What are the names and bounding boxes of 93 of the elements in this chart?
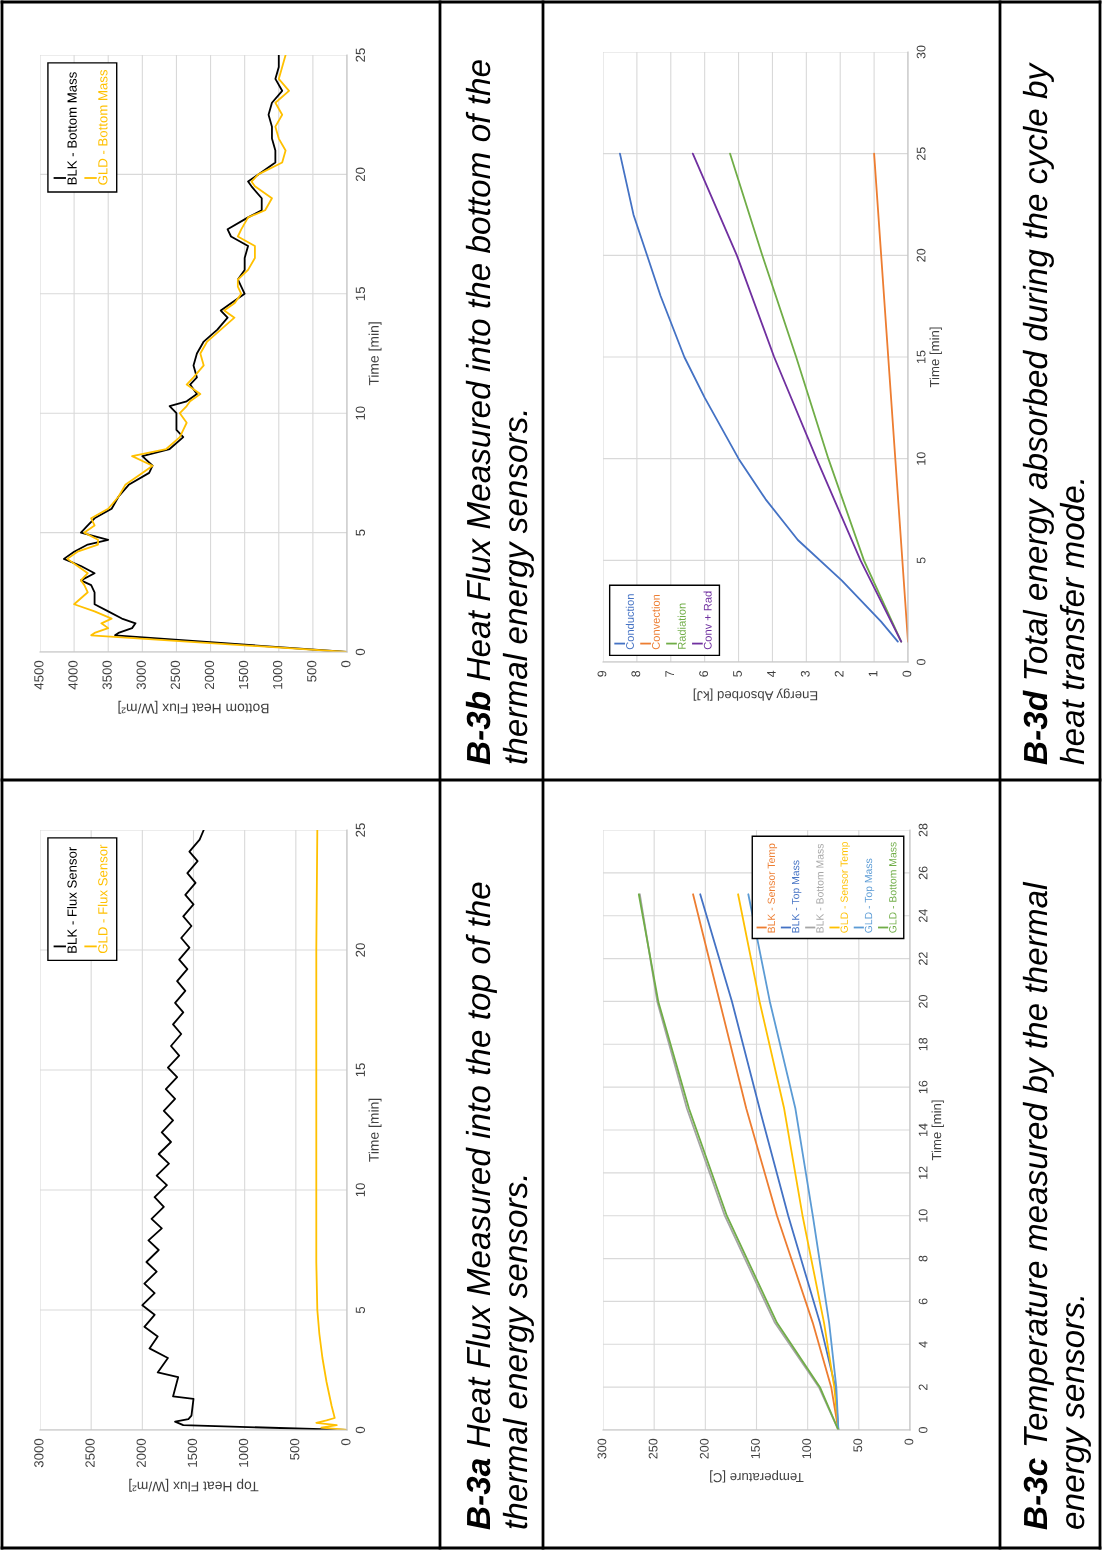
x-tick-label: 1500 xyxy=(238,660,249,689)
x-tick-label: 2500 xyxy=(85,1438,95,1468)
y-tick-label: 8 xyxy=(918,1255,928,1262)
x-tick-label: 250 xyxy=(648,1438,658,1459)
x-tick-label: 3000 xyxy=(34,1438,44,1468)
x-tick-label: 3 xyxy=(800,670,810,677)
text: Conduction xyxy=(625,594,634,650)
y-axis-title: Time [min] xyxy=(931,1100,944,1161)
x-tick-label: 0 xyxy=(341,660,351,668)
y-tick-label: 5 xyxy=(916,557,926,564)
y-tick-label: 18 xyxy=(918,1037,928,1051)
y-tick-label: 20 xyxy=(918,994,928,1008)
x-axis-title: Temperature [C] xyxy=(710,1470,804,1483)
x-tick-label: 1500 xyxy=(187,1438,198,1467)
y-tick-label: 15 xyxy=(355,1063,366,1077)
y-axis-title: Time [min] xyxy=(368,322,382,386)
y-tick-label: 24 xyxy=(918,909,928,923)
y-tick-label: 28 xyxy=(918,823,928,837)
text: B-3c Temperature measured by the thermal energy sensors. xyxy=(1022,881,1091,1530)
text: BLK - Bottom Mass xyxy=(67,72,77,185)
y-tick-label: 25 xyxy=(916,147,926,160)
y-tick-label: 14 xyxy=(918,1123,928,1136)
x-tick-label: 0 xyxy=(902,670,912,677)
x-tick-label: 2500 xyxy=(170,660,180,690)
y-axis-title: Time [min] xyxy=(368,1098,382,1162)
y-tick-label: 10 xyxy=(916,452,926,465)
y-tick-label: 12 xyxy=(918,1166,928,1179)
y-tick-label: 5 xyxy=(355,1306,366,1314)
y-tick-label: 30 xyxy=(916,45,926,59)
text: BLK - Flux Sensor xyxy=(67,846,77,953)
y-tick-label: 26 xyxy=(918,866,928,880)
text: GLD - Bottom Mass xyxy=(98,69,108,185)
x-tick-label: 0 xyxy=(341,1438,351,1446)
text: Convection xyxy=(651,594,660,650)
x-tick-label: 8 xyxy=(631,670,641,677)
y-tick-label: 5 xyxy=(355,529,366,536)
text: BLK - Sensor Temp xyxy=(767,843,778,933)
y-tick-label: 20 xyxy=(355,167,366,182)
x-tick-label: 5 xyxy=(733,670,742,677)
y-tick-label: 10 xyxy=(918,1209,928,1222)
y-tick-label: 22 xyxy=(918,952,928,965)
y-tick-label: 10 xyxy=(355,1183,366,1197)
y-tick-label: 0 xyxy=(918,1427,928,1433)
text: GLD - Sensor Temp xyxy=(840,841,850,933)
x-tick-label: 2000 xyxy=(204,660,215,690)
text: Radiation xyxy=(677,603,686,649)
x-tick-label: 4 xyxy=(767,670,776,677)
x-tick-label: 500 xyxy=(307,660,317,682)
x-tick-label: 2 xyxy=(834,670,844,677)
y-tick-label: 25 xyxy=(355,823,366,837)
x-tick-label: 3500 xyxy=(102,660,112,690)
x-tick-label: 0 xyxy=(904,1438,914,1445)
y-tick-label: 6 xyxy=(918,1298,928,1305)
x-tick-label: 1000 xyxy=(272,660,283,689)
y-tick-label: 15 xyxy=(355,287,366,301)
x-tick-label: 3000 xyxy=(136,660,146,690)
x-tick-label: 50 xyxy=(853,1438,863,1452)
x-tick-label: 300 xyxy=(597,1438,607,1459)
y-tick-label: 20 xyxy=(355,943,366,957)
x-tick-label: 1 xyxy=(868,670,878,677)
y-tick-label: 16 xyxy=(918,1080,928,1094)
text: GLD - Flux Sensor xyxy=(97,844,108,954)
text: GLD - Top Mass xyxy=(864,858,875,933)
y-tick-label: 10 xyxy=(355,406,366,420)
x-tick-label: 1000 xyxy=(238,1438,249,1467)
x-tick-label: 4000 xyxy=(68,660,78,690)
x-tick-label: 150 xyxy=(751,1438,760,1459)
y-tick-label: 0 xyxy=(355,1426,366,1434)
x-axis-title: Top Heat Flux [W/m²] xyxy=(129,1478,259,1492)
x-tick-label: 200 xyxy=(699,1438,709,1459)
x-tick-label: 4500 xyxy=(34,660,44,690)
text: B-3b Heat Flux Measured into the bottom of the thermal energy sensors. xyxy=(465,60,534,765)
y-tick-label: 25 xyxy=(355,48,366,62)
x-tick-label: 2000 xyxy=(136,1438,146,1468)
y-tick-label: 2 xyxy=(918,1384,928,1390)
y-axis-title: Time [min] xyxy=(929,327,942,388)
text: GLD - Bottom Mass xyxy=(889,842,897,933)
text: BLK - Top Mass xyxy=(792,860,802,933)
x-tick-label: 9 xyxy=(597,670,607,677)
text: BLK - Bottom Mass xyxy=(816,843,824,933)
x-tick-label: 6 xyxy=(699,670,709,677)
text: B-3d Total energy absorbed during the cycle by heat transfer mode. xyxy=(1022,62,1085,765)
y-tick-label: 20 xyxy=(916,248,926,262)
y-tick-label: 15 xyxy=(916,350,926,363)
x-axis-title: Bottom Heat Flux [W/m²] xyxy=(118,700,269,714)
x-tick-label: 500 xyxy=(290,1438,300,1460)
text: Conv + Rad xyxy=(703,591,712,650)
text: B-3a Heat Flux Measured into the top of the thermal energy sensors. xyxy=(465,882,534,1530)
x-tick-label: 100 xyxy=(802,1438,812,1459)
y-tick-label: 0 xyxy=(355,648,366,656)
y-tick-label: 4 xyxy=(918,1341,928,1348)
x-tick-label: 7 xyxy=(665,670,675,677)
x-axis-title: Energy Absorbed [kJ] xyxy=(693,688,818,701)
